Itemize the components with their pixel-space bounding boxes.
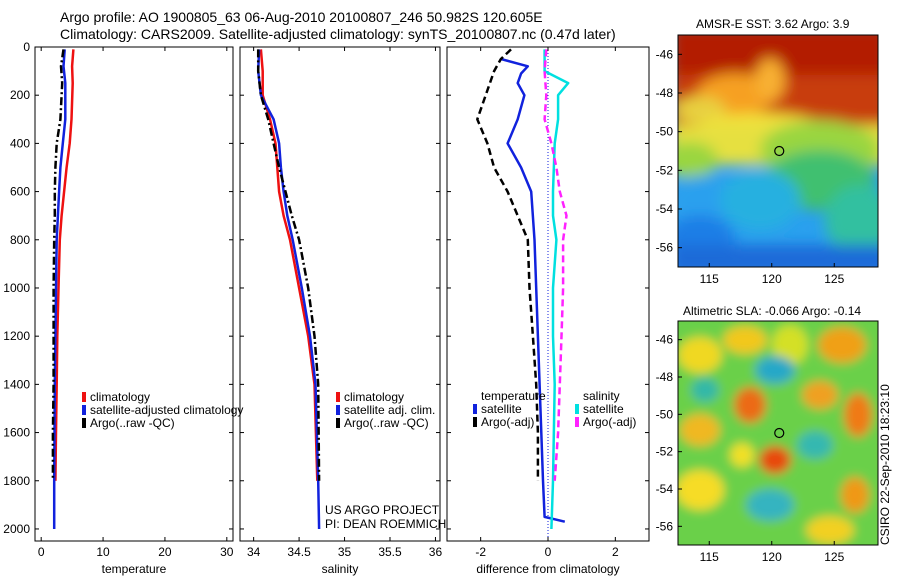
- diff-temperature-legend-swatch: [473, 404, 477, 414]
- temperature-series-1: [52, 49, 67, 529]
- temperature-legend-swatch: [82, 418, 86, 428]
- difference-series-group: [476, 48, 570, 530]
- temperature-xtick-label: 20: [158, 545, 172, 559]
- sst-map-xtick-label: 125: [824, 272, 844, 286]
- title-line-1: Argo profile: AO 1900805_63 06-Aug-2010 …: [60, 9, 543, 25]
- temperature-legend-label: climatology: [90, 390, 150, 404]
- title-line-2: Climatology: CARS2009. Satellite-adjuste…: [60, 26, 616, 42]
- temperature-xlabel: temperature: [102, 562, 167, 576]
- depth-tick-label: 200: [10, 88, 30, 102]
- depth-tick-label: 600: [10, 185, 30, 199]
- difference-xtick-label: 2: [612, 545, 619, 559]
- salinity-xtick-label: 34: [247, 545, 261, 559]
- sst-map-frame: [677, 34, 879, 268]
- temperature-xtick-label: 10: [96, 545, 110, 559]
- salinity-legend-swatch: [336, 392, 340, 402]
- axis-layer: 0 10 20 30temperature0200400600800100012001…: [3, 40, 844, 576]
- sst-map-title: AMSR-E SST: 3.62 Argo: 3.9: [696, 17, 850, 31]
- diff-temperature-legend-title: temperature: [481, 389, 546, 403]
- temperature-series-group: [51, 49, 75, 529]
- series-layer: [51, 48, 570, 530]
- temperature-series-2: [51, 49, 65, 481]
- temperature-series-0: [54, 49, 75, 481]
- sst-map-ytick-label: -52: [656, 163, 674, 177]
- depth-tick-label: 1600: [3, 426, 30, 440]
- sla-map-frame: [677, 320, 879, 546]
- diff-temperature-legend-swatch: [473, 417, 477, 427]
- sst-map-ytick-label: -54: [656, 202, 674, 216]
- temperature-legend-label: Argo(..raw -QC): [90, 416, 175, 430]
- salinity-legend-label: climatology: [344, 390, 404, 404]
- diff-temperature-legend-label: Argo(-adj): [481, 415, 534, 429]
- sst-map-ytick-label: -50: [656, 125, 674, 139]
- salinity-legend-swatch: [336, 418, 340, 428]
- sst-map-ytick-label: -56: [656, 241, 674, 255]
- sst-map-field: [678, 35, 878, 267]
- salinity-xtick-label: 35.5: [378, 545, 402, 559]
- depth-tick-label: 800: [10, 233, 30, 247]
- diff-salinity-legend-label: Argo(-adj): [583, 415, 636, 429]
- sla-map-title: Altimetric SLA: -0.066 Argo: -0.14: [683, 304, 862, 318]
- sla-map-argo-location-marker: [774, 427, 785, 439]
- salinity-xtick-label: 34.5: [287, 545, 311, 559]
- difference-xtick-label: -2: [475, 545, 486, 559]
- depth-tick-label: 1400: [3, 377, 30, 391]
- salinity-legend-label: Argo(..raw -QC): [344, 416, 429, 430]
- salinity-xlabel: salinity: [322, 562, 359, 576]
- sla-map-ytick-label: -48: [656, 370, 674, 384]
- salinity-series-group: [256, 49, 321, 530]
- temperature-xtick-label: 0: [38, 545, 45, 559]
- sla-map-ytick-label: -52: [656, 445, 674, 459]
- diff-salinity-legend-title: salinity: [583, 389, 620, 403]
- salinity-legend-label: satellite adj. clim.: [344, 403, 435, 417]
- sla-map-ytick-label: -54: [656, 482, 674, 496]
- sla-map-ytick-label: -56: [656, 519, 674, 533]
- depth-tick-label: 0: [23, 40, 30, 54]
- difference-series-2: [543, 49, 570, 530]
- difference-series-0: [500, 57, 566, 523]
- depth-tick-label: 1000: [3, 281, 30, 295]
- pi-credit: PI: DEAN ROEMMICH: [325, 517, 446, 531]
- sst-map-ytick-label: -48: [656, 86, 674, 100]
- diff-salinity-legend-swatch: [575, 417, 579, 427]
- diff-temperature-legend-label: satellite: [481, 402, 522, 416]
- temperature-legend-label: satellite-adjusted climatology: [90, 403, 243, 417]
- sla-map-ytick-label: -50: [656, 407, 674, 421]
- salinity-xtick-label: 35: [338, 545, 352, 559]
- sst-map-xtick-label: 115: [700, 272, 719, 286]
- difference-series-1: [476, 48, 540, 481]
- difference-series-3: [543, 49, 568, 481]
- temperature-axes: [34, 46, 234, 542]
- sst-map-ytick-label: -46: [656, 47, 674, 61]
- salinity-series-0: [259, 49, 319, 481]
- project-credit: US ARGO PROJECT: [325, 503, 440, 517]
- sst-map-argo-location-marker: [774, 145, 785, 157]
- temperature-legend-swatch: [82, 392, 86, 402]
- temperature-legend-swatch: [82, 405, 86, 415]
- depth-tick-label: 1800: [3, 474, 30, 488]
- difference-xlabel: difference from climatology: [476, 562, 619, 576]
- sla-map-xtick-label: 115: [700, 550, 719, 564]
- diff-salinity-legend-label: satellite: [583, 402, 624, 416]
- salinity-series-2: [256, 49, 321, 481]
- difference-xtick-label: 0: [545, 545, 552, 559]
- salinity-xtick-label: 36: [429, 545, 443, 559]
- diff-salinity-legend-swatch: [575, 404, 579, 414]
- sla-map-ytick-label: -46: [656, 333, 674, 347]
- depth-tick-label: 400: [10, 136, 30, 150]
- sla-map-field: [678, 321, 878, 545]
- depth-tick-label: 1200: [3, 329, 30, 343]
- temperature-xtick-label: 30: [220, 545, 234, 559]
- sst-map-xtick-label: 120: [762, 272, 782, 286]
- salinity-legend-swatch: [336, 405, 340, 415]
- sla-map-xtick-label: 120: [762, 550, 782, 564]
- sla-map-xtick-label: 125: [824, 550, 844, 564]
- depth-tick-label: 2000: [3, 522, 30, 536]
